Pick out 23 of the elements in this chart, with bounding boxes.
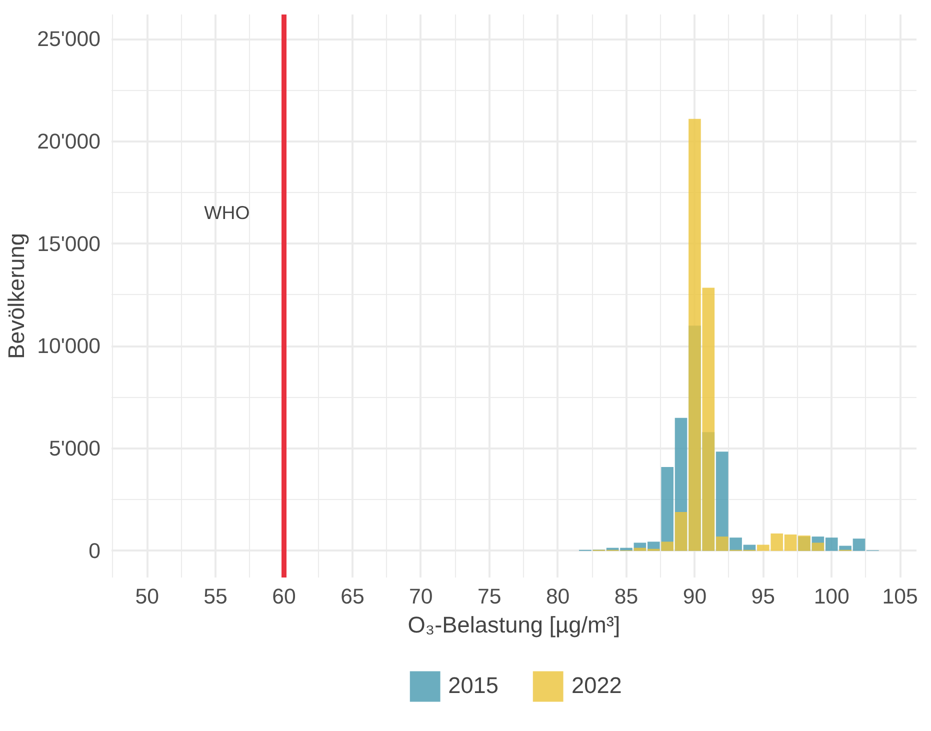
y-tick-label: 15'000 [37, 232, 101, 256]
x-tick-label: 50 [135, 584, 160, 608]
x-tick-label: 75 [477, 584, 502, 608]
x-tick-label: 55 [204, 584, 228, 608]
y-tick-label: 25'000 [37, 27, 101, 52]
x-tick-label: 60 [272, 584, 296, 608]
x-tick-label: 70 [409, 584, 433, 608]
y-tick-label: 10'000 [37, 334, 101, 358]
legend-label: 2015 [448, 672, 498, 699]
y-axis-title: Bevölkerung [3, 233, 30, 359]
x-tick-label: 100 [814, 584, 850, 608]
y-tick-label: 5'000 [48, 436, 101, 461]
x-tick-label: 90 [682, 584, 707, 608]
y-tick-label: 0 [88, 538, 101, 563]
x-tick-label: 105 [882, 584, 918, 608]
legend-label: 2022 [572, 672, 622, 699]
x-tick-label: 85 [614, 584, 638, 608]
x-axis-title: O₃-Belastung [µg/m³] [408, 612, 620, 638]
y-tick-label: 20'000 [37, 129, 101, 154]
x-tick-label: 65 [340, 584, 364, 608]
ref-line-label: WHO [204, 202, 250, 223]
x-tick-label: 80 [546, 584, 570, 608]
x-tick-label: 95 [751, 584, 776, 608]
